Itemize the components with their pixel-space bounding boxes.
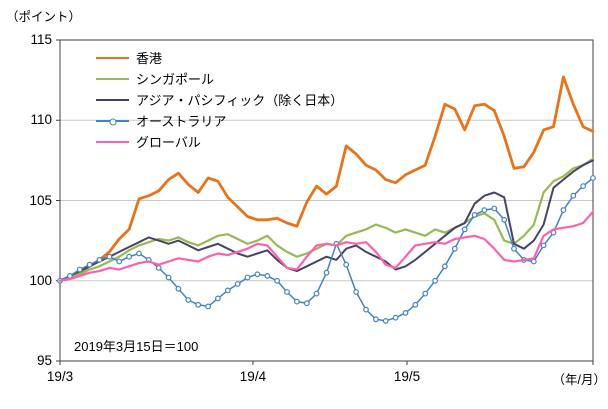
series-marker (511, 245, 517, 252)
series-marker (491, 205, 498, 212)
series-marker (461, 226, 468, 233)
series-marker (264, 273, 271, 279)
series-marker (165, 274, 172, 281)
series-marker (155, 265, 162, 271)
series-marker (432, 277, 439, 284)
y-tick-label: 110 (30, 112, 52, 128)
series-marker (86, 261, 93, 268)
legend-swatch (96, 56, 129, 59)
legend-label: グローバル (136, 135, 201, 150)
legend-label: シンガポール (136, 72, 215, 87)
series-marker (570, 192, 577, 199)
legend-swatch (96, 140, 129, 143)
legend-label: 香港 (136, 51, 163, 66)
legend-swatch (96, 118, 129, 125)
series-marker (540, 242, 547, 249)
series-marker (254, 271, 261, 278)
series-marker (313, 290, 320, 297)
series-line-2 (59, 159, 594, 282)
series-marker (175, 285, 182, 292)
series-marker (205, 303, 212, 310)
series-marker (76, 266, 83, 273)
series-marker (274, 277, 281, 284)
series-marker (442, 263, 448, 270)
series-marker (244, 274, 251, 281)
series-marker (501, 216, 508, 223)
legend-label: オーストラリア (136, 114, 227, 129)
series-marker (382, 318, 389, 324)
series-marker (116, 258, 123, 265)
y-tick-label: 100 (29, 272, 52, 288)
base-date-annotation: 2019年3月15日＝100 (74, 339, 199, 354)
legend-marker-icon (109, 118, 116, 125)
series-marker (303, 300, 310, 307)
series-marker (224, 287, 231, 294)
series-marker (96, 257, 103, 263)
series-line-4 (58, 210, 595, 282)
y-tick-label: 115 (30, 32, 52, 47)
series-marker (481, 207, 488, 214)
series-marker (560, 207, 567, 214)
series-marker (185, 297, 192, 303)
x-axis-unit-label: （年/月） (552, 373, 606, 387)
legend-item-4: グローバル (96, 131, 343, 152)
series-marker (126, 253, 133, 260)
legend-item-1: シンガポール (96, 68, 343, 89)
legend-swatch (96, 77, 129, 80)
series-marker (106, 253, 113, 260)
series-marker (363, 306, 369, 313)
series-line-0 (58, 75, 595, 283)
y-axis-unit-label: （ポイント） (6, 10, 82, 24)
series-marker (136, 250, 142, 257)
series-marker (412, 301, 419, 308)
series-marker (343, 261, 350, 268)
series-marker (451, 245, 458, 252)
legend-label: アジア・パシフィック（除く日本） (136, 93, 344, 108)
legend-item-3: オーストラリア (96, 110, 343, 131)
legend-swatch (96, 98, 129, 101)
series-marker (580, 183, 586, 190)
series-marker (402, 310, 409, 316)
y-tick-label: 95 (36, 353, 52, 368)
series-marker (392, 314, 399, 321)
series-marker (422, 290, 429, 297)
series-marker (284, 289, 290, 295)
series-marker (234, 281, 241, 287)
series-marker (353, 289, 360, 295)
legend: 香港シンガポールアジア・パシフィック（除く日本） オーストラリア グローバル (96, 47, 343, 152)
x-tick-label: 19/5 (393, 369, 421, 384)
legend-item-0: 香港 (96, 47, 343, 68)
y-tick-label: 105 (29, 192, 52, 208)
series-marker (294, 298, 300, 305)
series-marker (590, 175, 596, 181)
legend-item-2: アジア・パシフィック（除く日本） (96, 89, 343, 110)
series-marker (323, 269, 330, 276)
series-marker (195, 301, 202, 308)
series-marker (471, 211, 478, 218)
x-tick-label: 19/4 (239, 369, 267, 384)
series-marker (373, 316, 379, 323)
x-tick-label: 19/3 (46, 369, 74, 384)
series-marker (214, 295, 221, 302)
series-marker (530, 258, 537, 265)
